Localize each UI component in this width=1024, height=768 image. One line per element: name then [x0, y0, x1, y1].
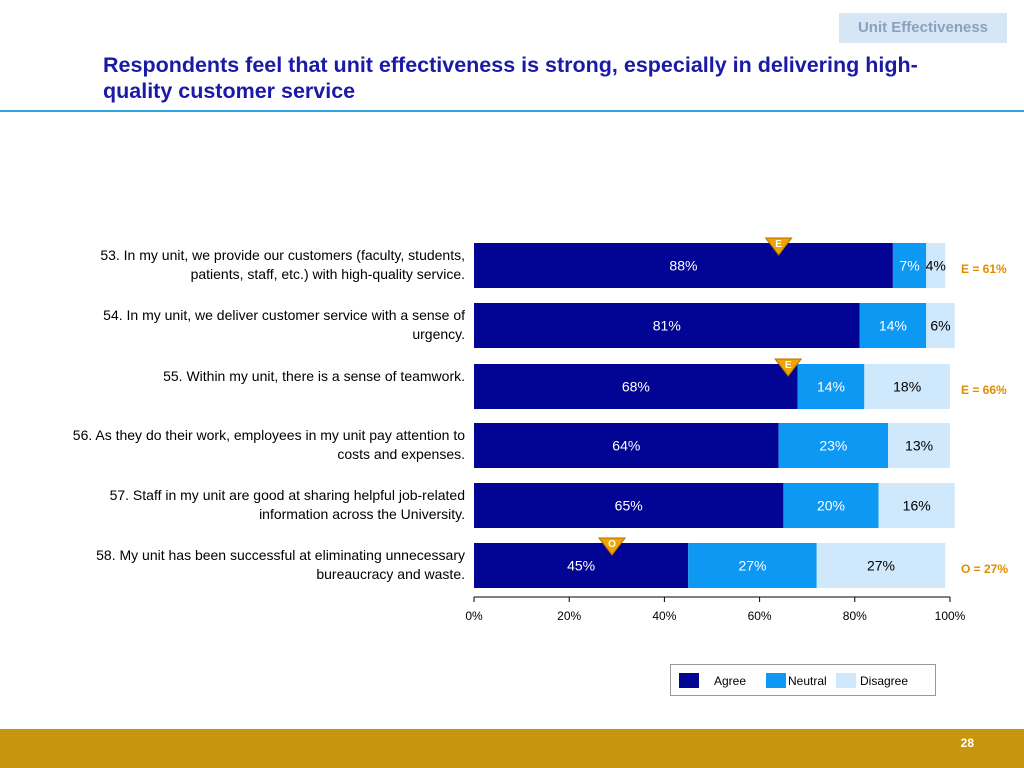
footer-bar: 28	[0, 729, 1024, 768]
bar-neutral	[797, 364, 865, 409]
bar-neutral	[778, 423, 889, 468]
data-label: 65%	[615, 498, 643, 514]
bar-neutral	[688, 543, 817, 588]
title-divider	[0, 110, 1024, 112]
question-label: 56. As they do their work, employees in …	[72, 427, 465, 462]
question-label: 55. Within my unit, there is a sense of …	[163, 368, 465, 384]
data-label: 27%	[738, 558, 766, 574]
legend-swatch-agree	[679, 673, 699, 688]
data-label: 88%	[669, 258, 697, 274]
legend-swatch-neutral	[766, 673, 786, 688]
data-label: 18%	[893, 379, 921, 395]
benchmark-marker	[764, 237, 793, 256]
bar-agree	[474, 483, 784, 528]
question-label: 53. In my unit, we provide our customers…	[100, 247, 465, 282]
bar-agree	[474, 543, 689, 588]
page-number: 28	[960, 736, 974, 750]
legend-swatch-disagree	[836, 673, 856, 688]
bar-disagree	[878, 483, 955, 528]
data-label: 14%	[879, 318, 907, 334]
x-tick-label: 0%	[465, 609, 483, 623]
legend-label-agree: Agree	[714, 674, 747, 688]
bar-disagree	[888, 423, 950, 468]
data-label: 68%	[622, 379, 650, 395]
data-label: 64%	[612, 438, 640, 454]
data-label: 14%	[817, 379, 845, 395]
section-tag: Unit Effectiveness	[839, 13, 1007, 43]
bar-disagree	[864, 364, 950, 409]
x-tick-label: 80%	[843, 609, 867, 623]
question-label: 58. My unit has been successful at elimi…	[96, 547, 465, 582]
benchmark-note: E = 61%	[961, 262, 1007, 276]
data-label: 23%	[819, 438, 847, 454]
data-label: 27%	[867, 558, 895, 574]
bar-disagree	[926, 303, 955, 348]
bar-disagree	[926, 243, 946, 288]
bar-agree	[474, 243, 893, 288]
stacked-bar-chart: 88% 7% 4% 81% 14% 6% 68% 14% 18% 64% 23% 13% 65% 20% 1…	[465, 237, 1008, 623]
question-label: 57. Staff in my unit are good at sharing…	[109, 487, 465, 522]
marker-letter: O	[608, 539, 616, 550]
data-label: 45%	[567, 558, 595, 574]
data-label: 7%	[899, 258, 919, 274]
bar-agree	[474, 364, 798, 409]
data-label: 81%	[653, 318, 681, 334]
data-label: 20%	[817, 498, 845, 514]
benchmark-note: O = 27%	[961, 562, 1008, 576]
data-label: 13%	[905, 438, 933, 454]
bar-disagree	[816, 543, 946, 588]
x-tick-label: 40%	[652, 609, 676, 623]
bar-neutral	[859, 303, 927, 348]
legend-label-neutral: Neutral	[788, 674, 827, 688]
chart-legend: Agree Neutral Disagree	[670, 664, 936, 696]
question-label: 54. In my unit, we deliver customer serv…	[103, 307, 465, 342]
page-title: Respondents feel that unit effectiveness…	[103, 53, 918, 103]
data-label: 6%	[930, 318, 950, 334]
bar-agree	[474, 303, 860, 348]
bar-agree	[474, 423, 779, 468]
legend-label-disagree: Disagree	[860, 674, 909, 688]
x-tick-label: 20%	[557, 609, 581, 623]
x-tick-label: 60%	[748, 609, 772, 623]
x-tick-label: 100%	[935, 609, 966, 623]
bar-neutral	[783, 483, 879, 528]
data-label: 16%	[903, 498, 931, 514]
benchmark-marker	[774, 358, 803, 377]
marker-letter: E	[775, 239, 782, 250]
bar-neutral	[892, 243, 927, 288]
benchmark-note: E = 66%	[961, 383, 1007, 397]
data-label: 4%	[926, 258, 946, 274]
benchmark-marker	[598, 537, 627, 556]
marker-letter: E	[785, 360, 792, 371]
